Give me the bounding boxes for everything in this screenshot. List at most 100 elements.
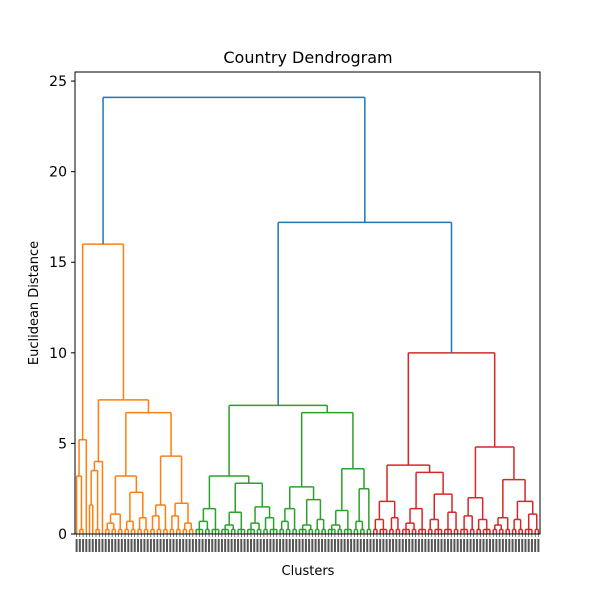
leaf-label-mark [114,539,117,552]
leaf-label-mark [295,539,298,552]
leaf-label-mark [527,539,530,552]
leaf-group-link [518,528,523,534]
leaf-label-mark [88,539,91,552]
leaf-label-mark [117,539,120,552]
dendrogram-link [125,520,134,530]
leaf-label-mark [124,539,127,552]
leaf-label-mark [514,539,517,552]
dendrogram-link [254,506,271,524]
chart-title: Country Dendrogram [223,48,392,67]
leaf-label-mark [408,539,411,552]
plot-frame [74,71,541,535]
leaf-group-link [117,528,123,534]
dendrogram-link [407,352,496,466]
leaf-group-link [505,528,511,534]
leaf-label-mark [372,539,375,552]
leaf-label-mark [266,539,269,552]
leaf-group-link [327,528,336,534]
leaf-group-link [143,528,149,534]
leaf-label-mark [375,539,378,552]
leaf-label-mark [469,539,472,552]
leaf-label-mark [240,539,243,552]
dendrogram-link [477,518,488,530]
leaf-label-mark [146,539,149,552]
leaf-group-link [292,528,297,534]
leaf-label-mark [178,539,181,552]
leaf-label-mark [243,539,246,552]
leaf-label-mark [259,539,262,552]
leaf-label-mark [314,539,317,552]
leaf-label-mark [120,539,123,552]
dendrogram-link [81,243,125,440]
leaf-label-mark [269,539,272,552]
dendrogram-link [234,482,264,513]
leaf-group-link [498,528,504,534]
leaf-group-link [163,528,168,534]
leaf-label-mark [479,539,482,552]
leaf-label-mark [443,539,446,552]
leaf-label-mark [485,539,488,552]
leaf-group-link [353,528,359,534]
leaf-label-mark [75,539,78,552]
leaf-label-mark [324,539,327,552]
leaf-label-mark [201,539,204,552]
dendrogram-link [527,513,538,530]
leaf-group-link [95,528,100,534]
leaf-label-mark [153,539,156,552]
leaf-group-link [453,528,459,534]
dendrogram-link [374,518,385,530]
leaf-group-link [156,528,162,534]
leaf-label-mark [327,539,330,552]
dendrogram-link [429,518,440,530]
leaf-label-mark [343,539,346,552]
leaf-group-link [182,528,188,534]
leaf-group-link [130,528,136,534]
leaf-group-link [137,528,142,534]
leaf-label-mark [308,539,311,552]
leaf-label-mark [427,539,430,552]
leaf-label-mark [401,539,404,552]
leaf-group-link [205,528,210,534]
leaf-group-link [524,528,533,534]
leaf-label-mark [472,539,475,552]
leaf-group-link [269,528,278,534]
leaf-label-mark [301,539,304,552]
dendrogram-link [467,497,484,520]
leaf-group-link [169,528,175,534]
dendrogram-link [280,520,289,530]
y-axis-label: Euclidean Distance [27,241,42,365]
leaf-label-mark [424,539,427,552]
leaf-label-mark [224,539,227,552]
leaf-label-mark [149,539,152,552]
dendrogram-link [316,518,325,530]
leaf-group-link [492,528,498,534]
leaf-label-mark [175,539,178,552]
leaf-label-mark [521,539,524,552]
leaf-group-link [195,528,204,534]
leaf-label-mark [404,539,407,552]
leaf-label-mark [85,539,88,552]
leaf-label-mark [321,539,324,552]
leaf-label-mark [285,539,288,552]
leaf-label-mark [411,539,414,552]
y-tick-label: 5 [58,436,67,452]
leaf-label-mark [353,539,356,552]
leaf-label-mark [356,539,359,552]
leaf-group-link [379,528,388,534]
leaf-label-mark [256,539,259,552]
leaf-label-mark [498,539,501,552]
leaf-group-link [476,528,482,534]
leaf-label-mark [337,539,340,552]
leaf-group-link [308,528,314,534]
leaf-group-link [360,528,365,534]
leaf-label-mark [98,539,101,552]
leaf-group-link [298,528,307,534]
leaf-label-mark [330,539,333,552]
dendrogram-link [386,464,431,502]
leaf-label-mark [249,539,252,552]
leaf-label-mark [107,539,110,552]
leaf-label-mark [430,539,433,552]
leaf-label-mark [495,539,498,552]
leaf-group-link [534,528,540,534]
